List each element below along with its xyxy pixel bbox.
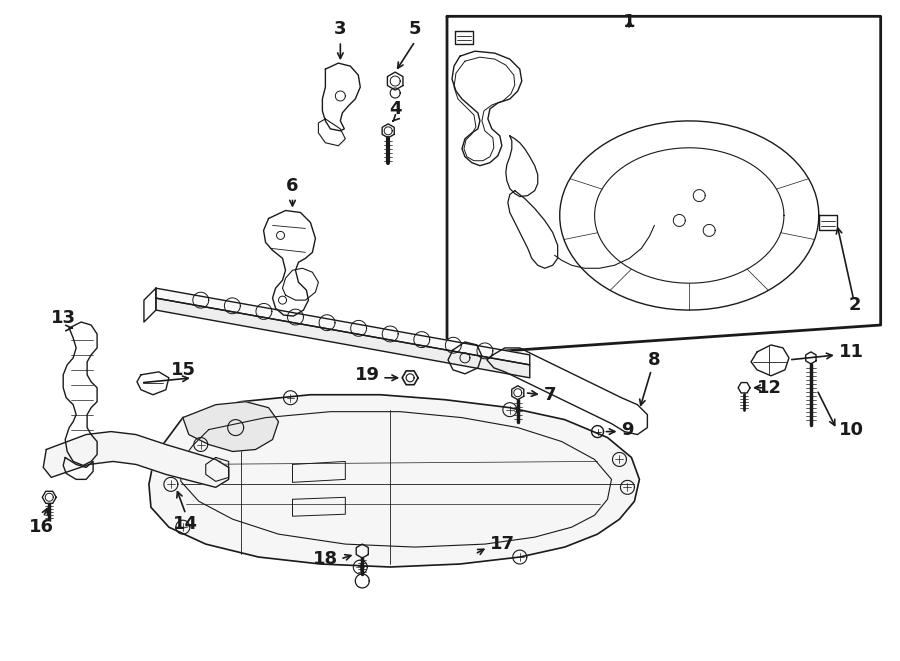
Text: 19: 19	[356, 366, 380, 384]
Text: 18: 18	[313, 550, 338, 568]
Text: 3: 3	[334, 20, 346, 38]
Text: 5: 5	[409, 20, 421, 38]
Text: 15: 15	[171, 361, 196, 379]
Text: 17: 17	[490, 535, 515, 553]
Text: 12: 12	[757, 379, 781, 397]
Text: 13: 13	[50, 309, 76, 327]
Text: 4: 4	[389, 100, 401, 118]
Text: 16: 16	[29, 518, 54, 536]
Polygon shape	[43, 432, 229, 487]
Polygon shape	[156, 288, 530, 365]
Polygon shape	[447, 17, 881, 355]
Text: 8: 8	[648, 351, 661, 369]
Text: 1: 1	[623, 13, 635, 31]
Text: 11: 11	[839, 343, 864, 361]
Text: 7: 7	[544, 386, 556, 404]
Text: 10: 10	[839, 420, 864, 439]
Text: 6: 6	[286, 176, 299, 194]
Polygon shape	[148, 395, 639, 567]
Text: 14: 14	[174, 515, 198, 533]
Polygon shape	[183, 402, 278, 451]
Text: 9: 9	[622, 420, 634, 439]
Polygon shape	[156, 298, 530, 378]
Text: 2: 2	[849, 296, 861, 314]
